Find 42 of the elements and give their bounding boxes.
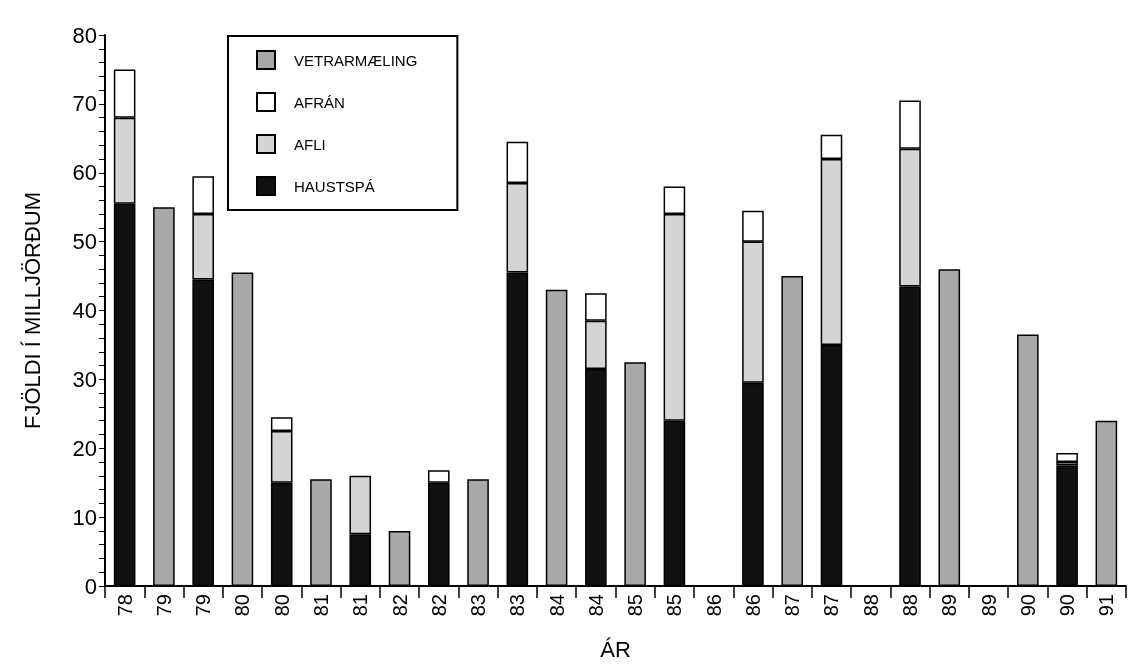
- x-tick-label: 80: [231, 594, 254, 617]
- x-tick-label: 87: [781, 594, 804, 617]
- y-tick-label: 40: [72, 298, 97, 323]
- y-axis-title: FJÖLDI Í MILLJÖRÐUM: [19, 191, 45, 430]
- x-tick-label: 90: [1056, 594, 1079, 617]
- x-tick-label: 81: [349, 594, 372, 617]
- y-tick-label: 30: [72, 366, 97, 392]
- x-tick-label: 78: [113, 594, 136, 617]
- legend-label: AFLI: [294, 135, 326, 153]
- legend-label: VETRARMÆLING: [294, 51, 418, 69]
- x-tick-label: 89: [938, 594, 961, 617]
- x-tick-label: 82: [388, 594, 411, 617]
- x-tick-label: 82: [427, 594, 450, 617]
- x-tick-label: 79: [152, 594, 175, 617]
- x-tick-label: 87: [820, 594, 843, 617]
- x-tick-label: 86: [741, 594, 764, 617]
- legend-label: HAUSTSPÁ: [294, 177, 375, 195]
- x-tick-label: 84: [545, 594, 568, 617]
- x-tick-label: 91: [1095, 594, 1118, 617]
- legend-label: AFRÁN: [294, 93, 345, 111]
- x-tick-label: 83: [506, 594, 529, 617]
- x-tick-label: 88: [859, 594, 882, 617]
- x-tick-label: 88: [899, 594, 922, 617]
- x-tick-label: 83: [467, 594, 490, 617]
- x-tick-label: 81: [309, 594, 332, 617]
- y-tick-label: 0: [84, 573, 97, 599]
- y-tick-label: 10: [72, 504, 97, 530]
- x-tick-label: 84: [584, 594, 607, 617]
- x-tick-label: 86: [702, 594, 725, 617]
- y-tick-label: 80: [72, 22, 97, 48]
- y-tick-label: 50: [72, 229, 97, 255]
- x-axis-title: ÁR: [600, 636, 631, 662]
- y-tick-label: 60: [72, 160, 97, 186]
- x-tick-label: 85: [663, 594, 686, 617]
- x-tick-label: 79: [192, 594, 215, 617]
- y-tick-label: 20: [72, 435, 97, 461]
- y-tick-label: 70: [72, 91, 97, 117]
- x-tick-label: 80: [270, 594, 293, 617]
- x-tick-label: 85: [624, 594, 647, 617]
- bar: [1056, 453, 1078, 463]
- x-tick-label: 90: [1016, 594, 1039, 617]
- x-tick-label: 89: [977, 594, 1000, 617]
